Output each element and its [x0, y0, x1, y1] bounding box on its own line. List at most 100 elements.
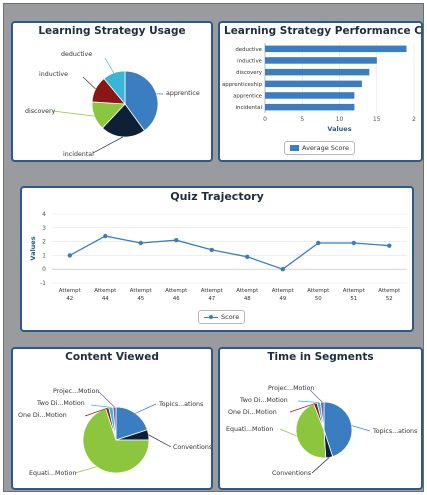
quiz-point-5[interactable] [245, 254, 250, 259]
performance-title: Learning Strategy Performance Correlatio… [224, 25, 422, 37]
quiz-xtick-number-6: 49 [279, 296, 286, 302]
usage-slice-0[interactable] [124, 70, 159, 132]
time-connector-3 [289, 403, 316, 413]
quiz-xtick-word-6: Attempt [272, 288, 294, 294]
time-segments-panel: Time in Segments Topics...ations Conventi… [218, 347, 423, 490]
quiz-ytick-4: 3 [42, 225, 46, 232]
quiz-line-chart: -1 0 1 2 3 4 Values Attempt 42 Attempt 44 Attempt 45… [29, 211, 407, 302]
content-label-3: One Di...Motion [18, 412, 67, 419]
strategy-usage-panel: Learning Strategy Usage apprentice incide… [11, 21, 213, 162]
content-connector-2 [74, 466, 97, 474]
quiz-xtick-number-9: 52 [386, 296, 393, 302]
time-connector-2 [279, 428, 297, 437]
perf-xtick-1: 5 [300, 116, 304, 123]
usage-connector-4 [104, 57, 115, 74]
strategy-usage-pie: apprentice incidental discovery inductive de… [25, 51, 200, 158]
perf-category-label-0: deductive [235, 47, 262, 53]
usage-label-1: incidental [63, 151, 94, 158]
perf-bar-0[interactable] [265, 45, 407, 53]
quiz-xtick-number-8: 51 [350, 296, 357, 302]
perf-bar-2[interactable] [265, 68, 370, 76]
quiz-point-7[interactable] [316, 240, 321, 246]
performance-panel: Learning Strategy Performance Correlatio… [218, 21, 423, 162]
quiz-xtick-word-4: Attempt [201, 288, 223, 294]
perf-x-axis-label: Values [327, 125, 351, 133]
perf-bar-4[interactable] [265, 92, 355, 99]
content-viewed-title: Content Viewed [65, 351, 159, 363]
perf-bar-3[interactable] [265, 80, 362, 88]
perf-xtick-2: 10 [336, 116, 344, 123]
content-label-0: Topics...ations [158, 401, 203, 408]
performance-bar-chart: 0 5 10 15 2 deductive inductive discovery appren… [222, 43, 416, 133]
quiz-xtick-number-5: 48 [244, 296, 251, 302]
quiz-point-8[interactable] [351, 240, 356, 246]
quiz-ytick-5: 4 [42, 211, 46, 218]
content-connector-0 [135, 403, 157, 414]
quiz-ytick-0: -1 [40, 280, 46, 287]
usage-label-2: discovery [25, 108, 56, 115]
quiz-y-axis-label: Values [29, 236, 37, 260]
quiz-point-9[interactable] [387, 243, 392, 248]
quiz-panel: Quiz Trajectory -1 0 1 2 3 4 Values Attempt 42 At… [20, 186, 414, 332]
quiz-xtick-number-1: 44 [102, 296, 109, 302]
quiz-ytick-2: 1 [42, 252, 46, 259]
content-connector-1 [148, 434, 172, 448]
perf-xtick-0: 0 [263, 116, 267, 123]
strategy-usage-title: Learning Strategy Usage [38, 25, 186, 37]
perf-bar-5[interactable] [265, 103, 355, 111]
perf-category-label-1: inductive [237, 59, 263, 65]
performance-legend[interactable]: Average Score [284, 141, 355, 155]
usage-label-4: deductive [61, 51, 92, 58]
quiz-point-1[interactable] [103, 233, 108, 239]
quiz-point-0[interactable] [67, 253, 72, 258]
quiz-point-2[interactable] [138, 240, 143, 246]
time-connector-1 [311, 457, 330, 474]
content-connector-4 [90, 404, 111, 408]
quiz-point-3[interactable] [174, 238, 179, 243]
quiz-point-4[interactable] [209, 247, 214, 253]
legend-line-glyph [204, 314, 218, 321]
quiz-point-6[interactable] [280, 267, 285, 272]
dashboard-frame: Learning Strategy Usage apprentice incide… [3, 3, 424, 492]
content-connector-3 [84, 407, 108, 417]
time-connector-0 [351, 425, 371, 432]
quiz-xtick-number-2: 45 [137, 296, 144, 302]
content-label-4: Two Di...Motion [36, 400, 85, 407]
perf-xtick-3: 15 [373, 116, 381, 123]
perf-category-label-2: discovery [236, 70, 263, 76]
quiz-ytick-1: 0 [42, 266, 46, 273]
quiz-xtick-word-0: Attempt [59, 288, 81, 294]
quiz-xtick-word-9: Attempt [378, 288, 400, 294]
quiz-xtick-number-4: 47 [208, 296, 215, 302]
time-connector-5 [309, 389, 323, 403]
content-slice-0[interactable] [115, 406, 148, 441]
time-label-1: Conventions [272, 470, 311, 477]
time-label-0: Topics...ations [372, 428, 417, 435]
perf-category-label-3: apprenticeship [222, 82, 263, 88]
time-label-3: One Di...Motion [228, 409, 277, 416]
time-label-2: Equati...Motion [226, 426, 273, 433]
legend-label: Average Score [302, 144, 349, 152]
legend-label: Score [221, 313, 240, 321]
usage-slice-1[interactable] [101, 103, 145, 138]
time-label-5: Projec...Motion [268, 385, 314, 392]
quiz-xtick-number-3: 46 [173, 296, 180, 302]
quiz-title: Quiz Trajectory [170, 190, 264, 203]
quiz-legend[interactable]: Score [198, 310, 246, 324]
quiz-xtick-number-0: 42 [66, 296, 73, 302]
quiz-ytick-3: 2 [42, 239, 46, 246]
content-connector-5 [98, 391, 115, 408]
time-label-4: Two Di...Motion [239, 397, 288, 404]
content-slice-2[interactable] [82, 408, 150, 474]
perf-xtick-4: 2 [412, 116, 416, 123]
content-viewed-panel: Content Viewed Topics...ations Convention… [11, 347, 213, 490]
perf-bar-1[interactable] [265, 57, 377, 64]
content-label-2: Equati...Motion [29, 470, 76, 477]
time-slice-0[interactable] [323, 401, 353, 458]
usage-slice-4[interactable] [103, 70, 126, 106]
quiz-xtick-word-2: Attempt [130, 288, 152, 294]
quiz-xtick-word-7: Attempt [307, 288, 329, 294]
usage-connector-1 [92, 136, 124, 154]
content-slice-5[interactable] [112, 406, 117, 441]
quiz-xtick-word-8: Attempt [343, 288, 365, 294]
